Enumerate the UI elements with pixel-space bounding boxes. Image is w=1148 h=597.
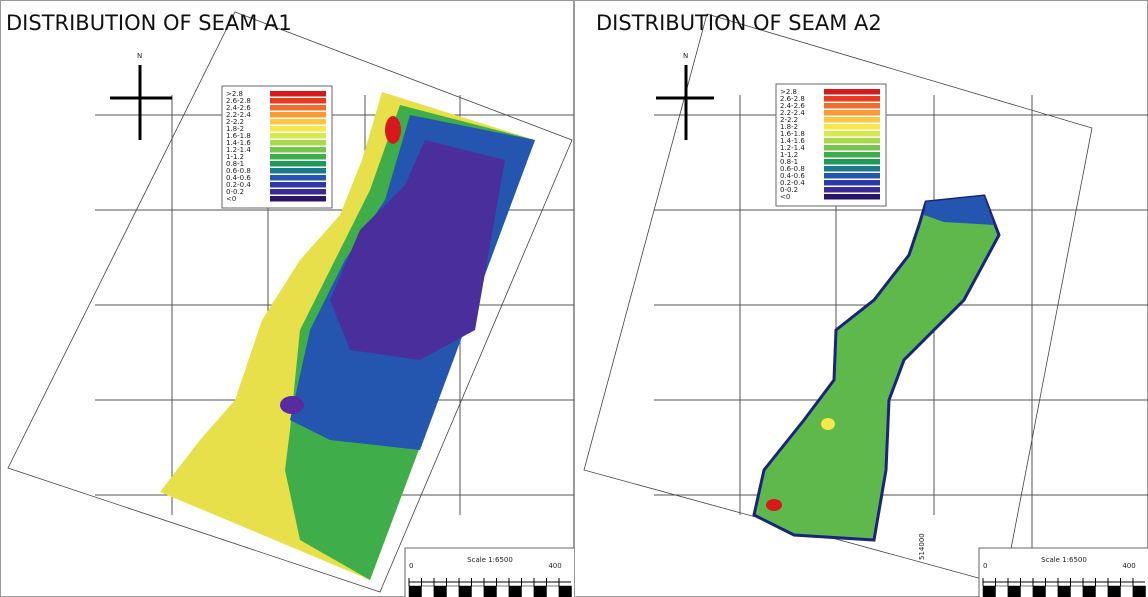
scale-label: Scale 1:6500 — [467, 556, 513, 564]
legend-swatch — [270, 196, 326, 202]
scale-segment — [1121, 586, 1134, 597]
scale-segment — [447, 586, 460, 597]
legend-swatch — [824, 187, 880, 193]
legend-swatch — [270, 98, 326, 104]
map-title: DISTRIBUTION OF SEAM A2 — [596, 11, 882, 35]
legend-swatch — [270, 105, 326, 111]
scale-segment — [1133, 586, 1146, 597]
scale-segment — [459, 586, 472, 597]
legend-swatch — [824, 152, 880, 158]
scale-segment — [1108, 586, 1121, 597]
legend-swatch — [824, 194, 880, 200]
legend-swatch — [824, 96, 880, 102]
scale-segment — [1008, 586, 1021, 597]
legend-swatch — [824, 159, 880, 165]
legend-swatch — [824, 131, 880, 137]
page: N DISTRIBUTION OF SEAM A1 >2.82.6-2.82.4… — [0, 0, 1148, 597]
legend-swatch — [824, 166, 880, 172]
coordinate-label: 514000 — [918, 533, 926, 560]
scale-label: Scale 1:6500 — [1041, 556, 1087, 564]
legend-swatch — [270, 133, 326, 139]
scale-segment — [1033, 586, 1046, 597]
legend-swatch — [824, 89, 880, 95]
legend-swatch — [270, 140, 326, 146]
scale-segment — [409, 586, 422, 597]
contour-zone — [821, 418, 835, 430]
scale-segment — [497, 586, 510, 597]
scale-segment — [1096, 586, 1109, 597]
scale-segment — [1021, 586, 1034, 597]
north-label: N — [683, 52, 688, 60]
legend-swatch — [270, 168, 326, 174]
legend-label: <0 — [226, 195, 236, 203]
scale-segment — [422, 586, 435, 597]
scale-end: 400 — [548, 562, 561, 570]
scale-start: 0 — [983, 562, 987, 570]
scale-segment — [509, 586, 522, 597]
legend-swatch — [270, 161, 326, 167]
legend-swatch — [270, 175, 326, 181]
scale-segment — [1046, 586, 1059, 597]
legend-swatch — [824, 124, 880, 130]
scale-segment — [983, 586, 996, 597]
legend-swatch — [824, 117, 880, 123]
contour-zone — [385, 116, 401, 144]
scale-segment — [559, 586, 572, 597]
legend-swatch — [824, 110, 880, 116]
scale-segment — [522, 586, 535, 597]
legend-swatch — [270, 147, 326, 153]
scale-segment — [534, 586, 547, 597]
legend-swatch — [270, 154, 326, 160]
scale-segment — [1058, 586, 1071, 597]
legend-swatch — [270, 119, 326, 125]
scale-start: 0 — [409, 562, 413, 570]
contour-zone — [766, 499, 782, 511]
scale-segment — [434, 586, 447, 597]
legend-swatch — [824, 138, 880, 144]
legend-swatch — [270, 91, 326, 97]
legend-swatch — [270, 182, 326, 188]
contour-zone — [280, 396, 304, 414]
scale-end: 400 — [1122, 562, 1135, 570]
map-title: DISTRIBUTION OF SEAM A1 — [6, 11, 292, 35]
scale-segment — [996, 586, 1009, 597]
scale-segment — [1071, 586, 1084, 597]
legend-swatch — [824, 145, 880, 151]
scale-segment — [472, 586, 485, 597]
legend-swatch — [270, 189, 326, 195]
legend-swatch — [824, 180, 880, 186]
legend-swatch — [824, 173, 880, 179]
scale-segment — [484, 586, 497, 597]
legend-swatch — [270, 126, 326, 132]
map-panel: N 514000 DISTRIBUTION OF SEAM A2 >2.82.6… — [574, 0, 1148, 597]
legend-swatch — [270, 112, 326, 118]
map-panel: N DISTRIBUTION OF SEAM A1 >2.82.6-2.82.4… — [0, 0, 574, 597]
scale-segment — [547, 586, 560, 597]
legend-label: <0 — [780, 193, 790, 201]
scale-segment — [1083, 586, 1096, 597]
north-label: N — [137, 52, 142, 60]
legend-swatch — [824, 103, 880, 109]
